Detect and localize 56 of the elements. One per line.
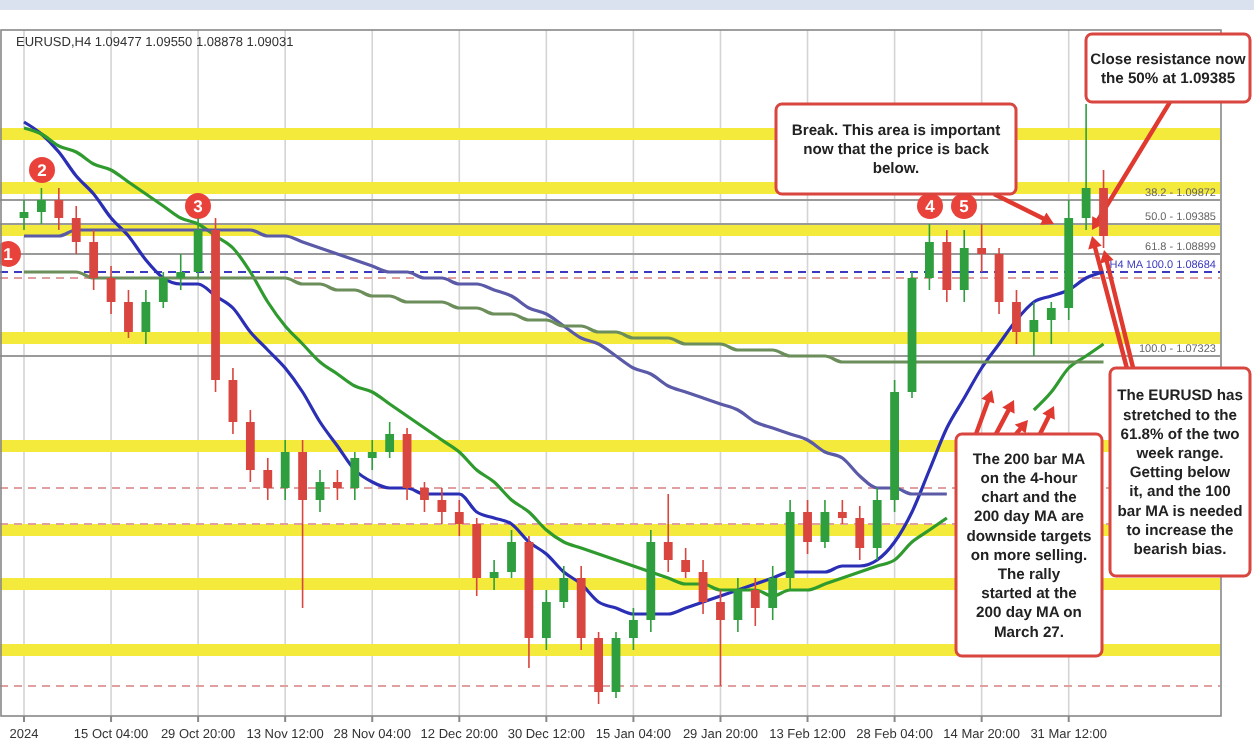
candlestick xyxy=(716,589,725,687)
candlestick xyxy=(1012,289,1021,345)
annotation: 3 xyxy=(193,196,204,216)
candlestick xyxy=(420,481,429,513)
candlestick xyxy=(106,265,116,315)
candlestick xyxy=(541,589,551,651)
candlestick xyxy=(994,247,1004,315)
candlestick xyxy=(263,457,273,501)
candlestick xyxy=(1099,169,1108,249)
candlestick xyxy=(54,187,64,231)
candlestick xyxy=(768,565,778,621)
candlestick xyxy=(385,421,395,459)
candlestick xyxy=(489,559,499,591)
candlestick xyxy=(977,223,987,273)
candlestick xyxy=(820,499,830,549)
candlestick xyxy=(663,493,673,573)
candlestick xyxy=(942,229,952,303)
annotation: 2 xyxy=(37,160,48,180)
candlestick xyxy=(681,547,691,579)
candlestick xyxy=(315,469,325,513)
annotation: 4 xyxy=(925,196,936,216)
candlestick xyxy=(437,487,447,525)
annotation: 5 xyxy=(959,196,970,216)
candlestick xyxy=(37,187,46,225)
candlestick xyxy=(733,577,743,633)
candlestick xyxy=(925,223,934,291)
candlestick xyxy=(141,289,151,345)
candlestick xyxy=(19,199,29,231)
candlestick xyxy=(176,253,186,291)
candlestick xyxy=(124,289,133,339)
candlestick xyxy=(698,559,708,615)
candlestick xyxy=(1081,103,1091,231)
candlestick xyxy=(855,505,865,561)
candlestick xyxy=(333,469,342,501)
candlestick xyxy=(837,499,847,525)
candlestick xyxy=(367,439,377,471)
candlestick xyxy=(350,451,360,501)
candlestick xyxy=(454,499,464,537)
candlestick xyxy=(750,577,760,627)
candlestick xyxy=(507,529,516,579)
candlestick xyxy=(959,229,969,303)
candlestick xyxy=(1029,301,1039,357)
candlestick xyxy=(298,439,307,609)
candlestick xyxy=(89,229,99,291)
candlestick xyxy=(872,487,882,561)
candlestick xyxy=(629,607,638,651)
candlestick xyxy=(228,367,238,435)
candlestick xyxy=(158,271,168,309)
annotation: 1 xyxy=(3,244,14,264)
candlestick xyxy=(803,499,812,555)
candlestick xyxy=(559,565,569,609)
candlestick xyxy=(280,439,290,501)
candlestick xyxy=(71,205,81,255)
candlestick xyxy=(245,409,255,483)
candlestick xyxy=(193,217,203,279)
candlestick xyxy=(1046,301,1056,345)
